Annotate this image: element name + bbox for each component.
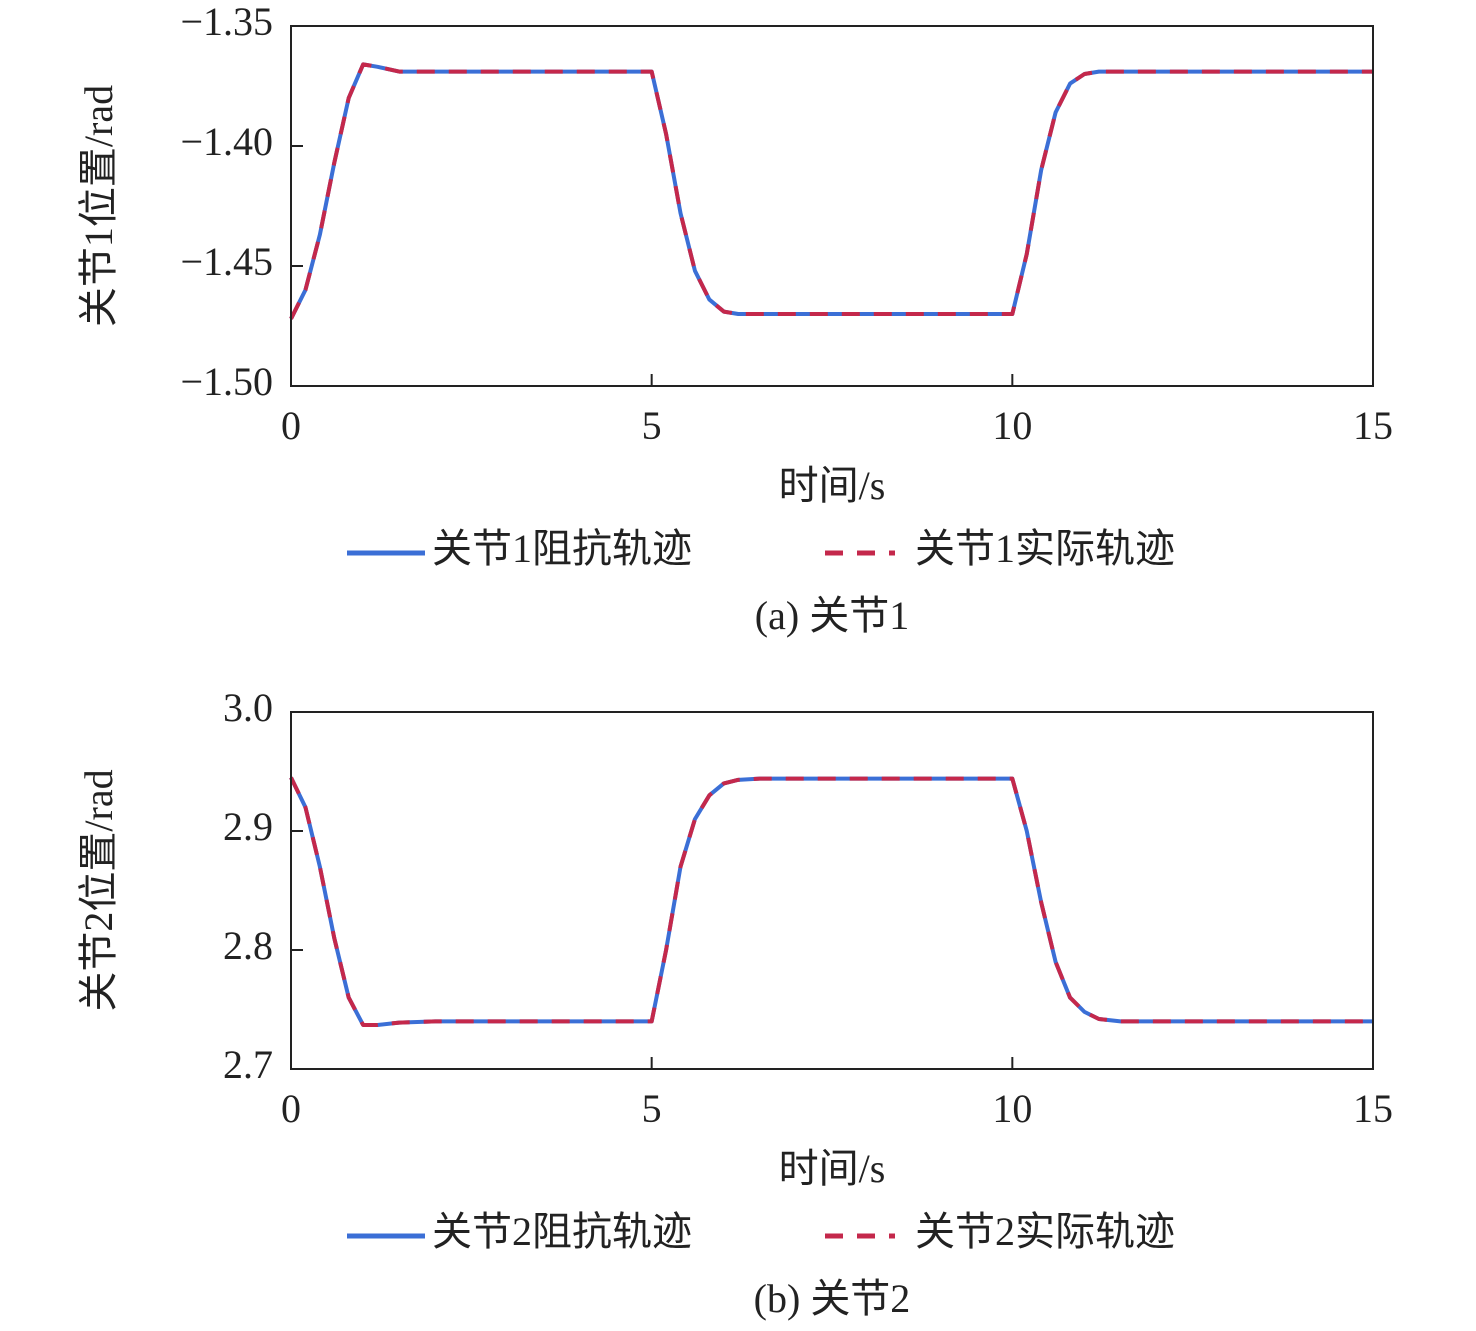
x-tick-label: 0 (281, 1086, 301, 1131)
series-line (289, 62, 1373, 320)
series-line (289, 62, 1373, 320)
y-tick-label: −1.45 (180, 239, 273, 284)
x-tick-label: 0 (281, 403, 301, 448)
x-tick-label: 10 (992, 403, 1032, 448)
x-axis-label: 时间/s (779, 463, 886, 508)
x-tick-label: 5 (642, 403, 662, 448)
x-tick-label: 10 (992, 1086, 1032, 1131)
y-tick-label: 2.8 (223, 923, 273, 968)
legend-label: 关节1阻抗轨迹 (432, 526, 692, 571)
x-tick-label: 5 (642, 1086, 662, 1131)
y-tick-label: 2.9 (223, 804, 273, 849)
series-line (289, 776, 1373, 1027)
caption: (a) 关节1 (755, 593, 909, 638)
y-axis-label: 关节2位置/rad (76, 769, 121, 1011)
plot-frame (290, 711, 1374, 1070)
legend-label: 关节2阻抗轨迹 (432, 1209, 692, 1254)
y-axis-label: 关节1位置/rad (76, 85, 121, 327)
x-axis-label: 时间/s (779, 1146, 886, 1191)
legend-label: 关节2实际轨迹 (915, 1209, 1175, 1254)
x-tick-label: 15 (1353, 403, 1393, 448)
y-tick-label: −1.35 (180, 0, 273, 44)
legend-label: 关节1实际轨迹 (915, 526, 1175, 571)
caption: (b) 关节2 (754, 1276, 911, 1321)
y-tick-label: 3.0 (223, 685, 273, 730)
y-tick-label: 2.7 (223, 1042, 273, 1087)
y-tick-label: −1.40 (180, 119, 273, 164)
x-tick-label: 15 (1353, 1086, 1393, 1131)
series-line (289, 776, 1373, 1027)
plot-frame (290, 25, 1374, 387)
y-tick-label: −1.50 (180, 359, 273, 404)
